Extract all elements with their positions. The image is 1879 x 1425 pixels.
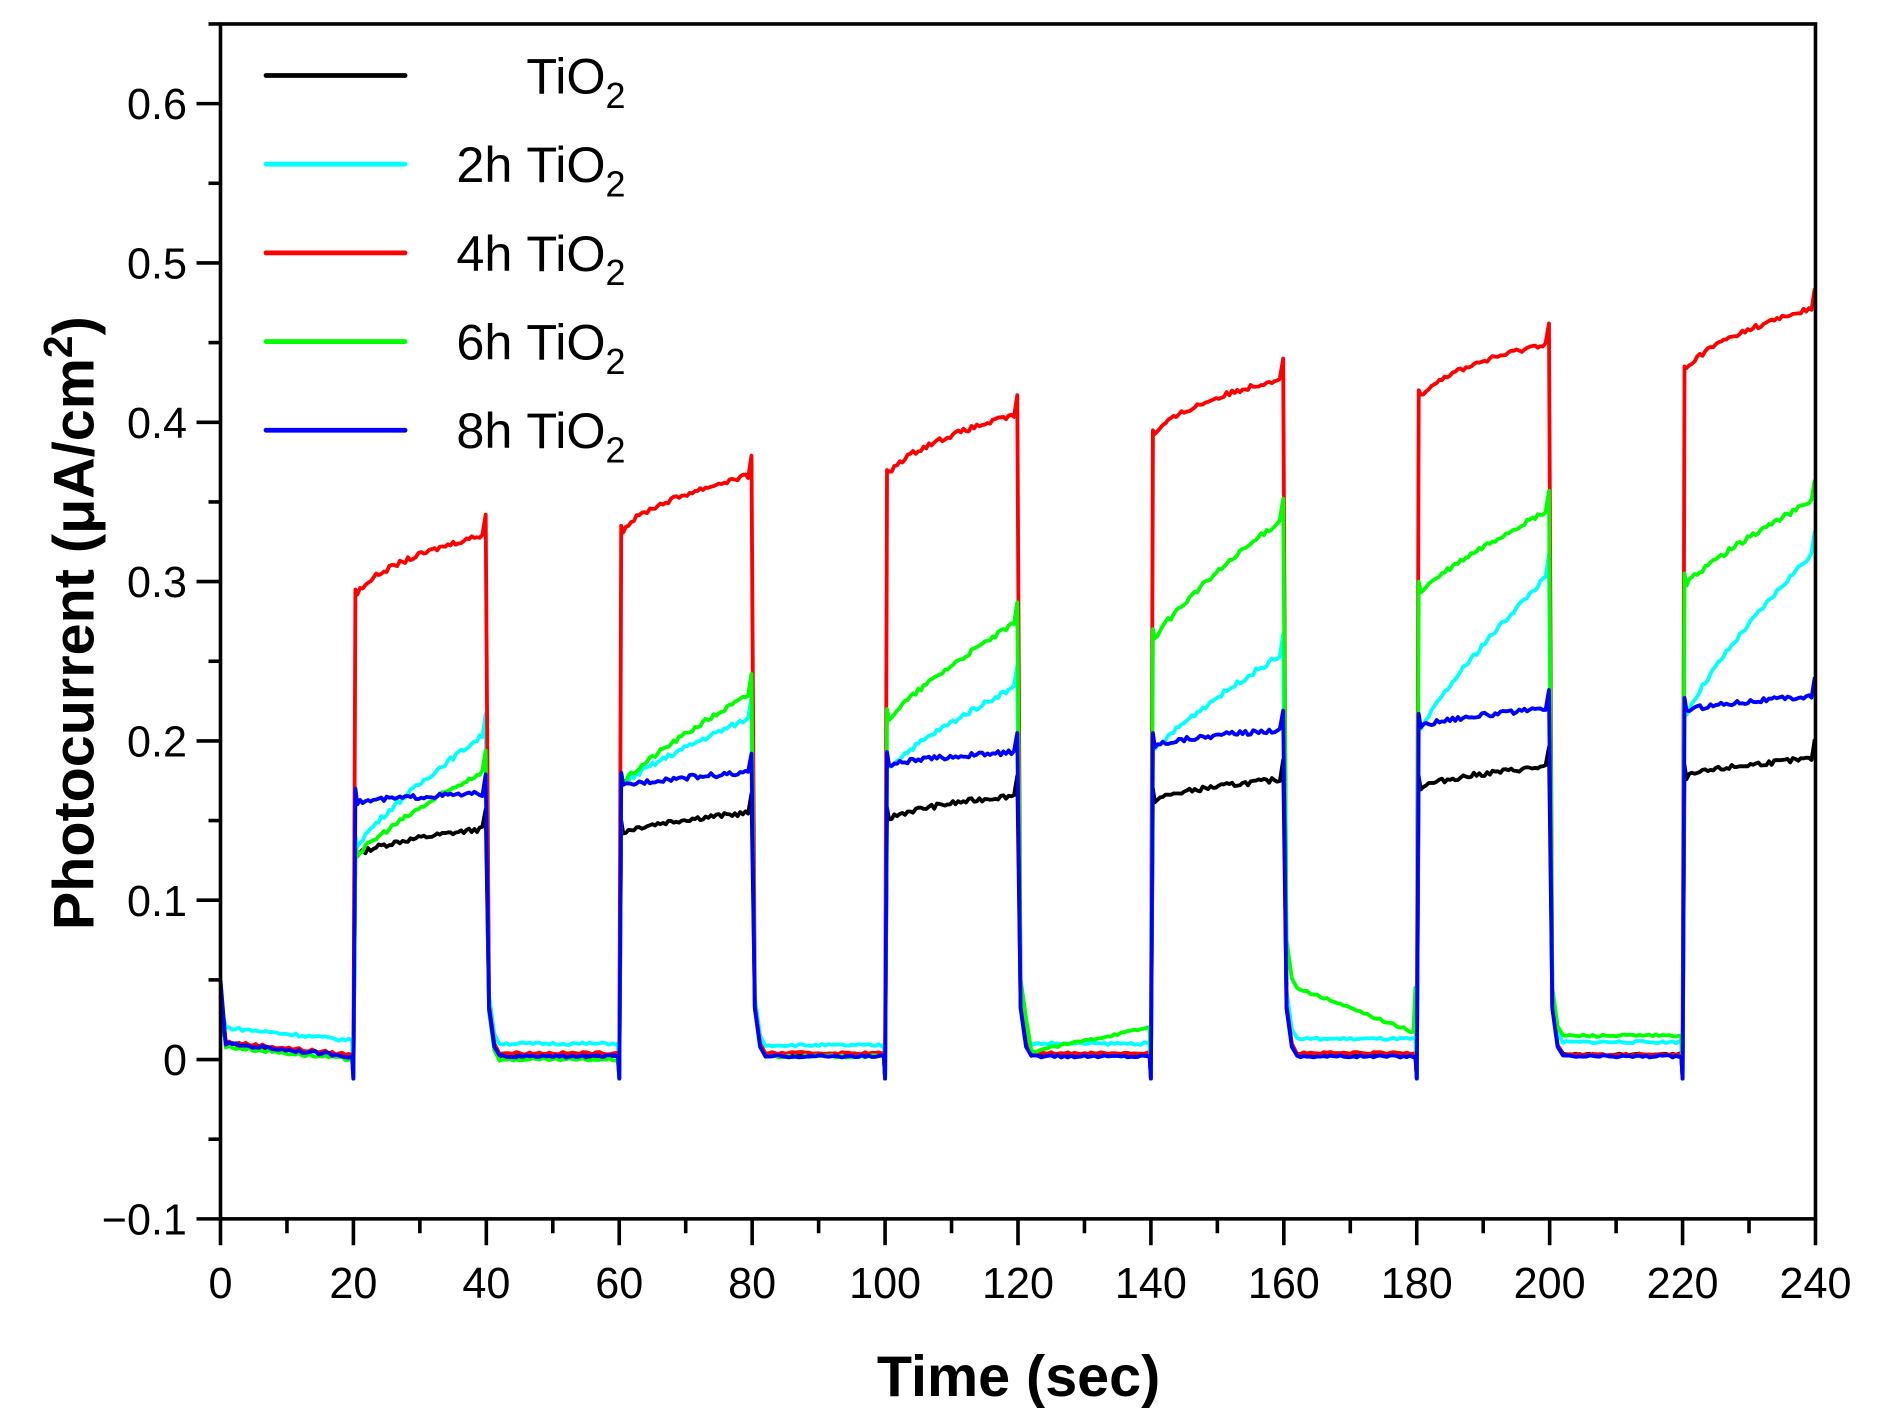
legend-label: 2h TiO2	[456, 136, 625, 204]
legend-subscript: 2	[606, 252, 626, 293]
x-tick-label: 100	[849, 1260, 921, 1308]
legend-base: TiO	[526, 225, 605, 282]
legend-subscript: 2	[606, 164, 626, 205]
legend-base: TiO	[526, 47, 605, 104]
y-tick-label: 0.3	[127, 559, 187, 607]
x-tick-label: 140	[1115, 1260, 1187, 1308]
legend-subscript: 2	[606, 75, 626, 116]
y-axis-label: Photocurrent (μA/cm2)	[35, 316, 107, 930]
x-axis-label: Time (sec)	[877, 1345, 1160, 1409]
legend-base: TiO	[526, 402, 605, 459]
x-tick-label: 240	[1780, 1260, 1852, 1308]
series-line-6h-tio2	[218, 479, 1817, 1081]
y-tick-label: 0.1	[127, 878, 187, 926]
legend-prefix: 8h	[456, 402, 526, 459]
legend-prefix: 6h	[456, 314, 526, 371]
legend-subscript: 2	[606, 341, 626, 382]
legend-prefix: 2h	[456, 136, 526, 193]
legend-subscript: 2	[606, 430, 626, 471]
y-tick-label: 0.2	[127, 718, 187, 766]
legend-label: TiO2	[526, 47, 625, 115]
x-tick-label: 80	[728, 1260, 776, 1308]
y-tick-label: −0.1	[102, 1196, 187, 1244]
x-tick-label: 200	[1514, 1260, 1586, 1308]
x-tick-label: 0	[209, 1260, 233, 1308]
x-tick-label: 160	[1248, 1260, 1320, 1308]
y-tick-label: 0	[163, 1037, 187, 1085]
legend-label: 8h TiO2	[456, 402, 625, 470]
legend-prefix: 4h	[456, 225, 526, 282]
x-tick-label: 220	[1647, 1260, 1719, 1308]
legend-label: 6h TiO2	[456, 314, 625, 382]
y-tick-label: 0.5	[127, 241, 187, 289]
legend-base: TiO	[526, 314, 605, 371]
series-line-4h-tio2	[218, 288, 1817, 1081]
y-tick-label: 0.4	[127, 400, 187, 448]
legend-base: TiO	[526, 136, 605, 193]
x-tick-label: 120	[982, 1260, 1054, 1308]
series-line-8h-tio2	[218, 676, 1817, 1081]
x-tick-label: 60	[595, 1260, 643, 1308]
y-tick-label: 0.6	[127, 81, 187, 129]
x-tick-label: 180	[1381, 1260, 1453, 1308]
x-tick-label: 20	[329, 1260, 377, 1308]
x-tick-label: 40	[462, 1260, 510, 1308]
legend-label: 4h TiO2	[456, 225, 625, 293]
series-layer	[218, 288, 1817, 1081]
axis-ticks: 0 20 40 60 80 100 120 140 160 180 200 220 240 −0.1 0 0.…	[102, 22, 1852, 1308]
